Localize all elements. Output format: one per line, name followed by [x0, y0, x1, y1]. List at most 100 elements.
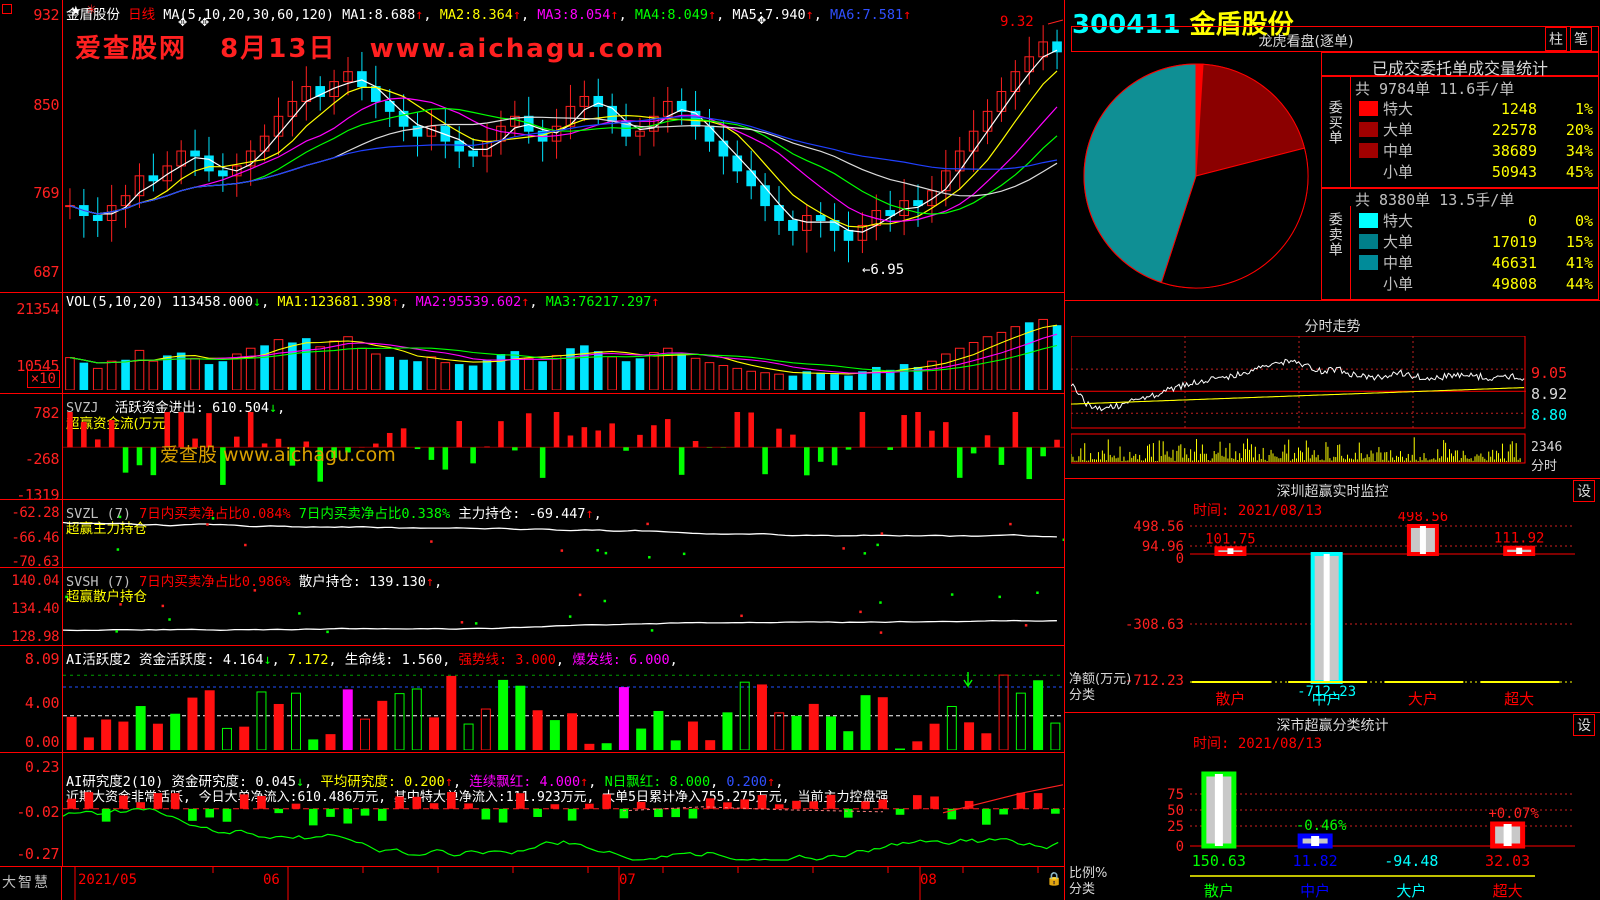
svg-text:超大: 超大: [1504, 690, 1534, 708]
intraday-low-label: 8.80: [1531, 406, 1568, 424]
intraday-divider: [1065, 300, 1600, 301]
aiyan-ytick-1: -0.02: [16, 803, 59, 821]
aiyan-commentary: 近期大资金非常活跃, 今日大单净流入:610.486万元, 其中特大单净流入:1…: [66, 790, 889, 805]
svzl-code: SVZL (7): [66, 506, 132, 522]
table-row[interactable]: 特大 0 0%: [1357, 210, 1595, 231]
aiyan-panel-divider: [0, 752, 1065, 753]
table-row[interactable]: 小单 49808 44%: [1357, 273, 1595, 294]
table-row[interactable]: 特大 1248 1%: [1357, 98, 1595, 119]
sell-count-2: 46631: [1491, 253, 1537, 272]
ma4-key: MA4:: [634, 7, 668, 23]
sell-count-0: 0: [1527, 211, 1537, 230]
intraday-axis-label: 分时: [1531, 459, 1558, 474]
kline-ma-label: MA(5,10,20,30,60,120): [163, 7, 334, 23]
volma3-value: 76217.297: [578, 294, 652, 310]
svsh-arrow: ↑: [425, 574, 435, 590]
lock-icon[interactable]: 🔒: [1046, 872, 1063, 887]
aihuo-chart[interactable]: [63, 660, 1064, 750]
svsh-chart[interactable]: [63, 574, 1064, 644]
aihuo-f3-label: 生命线:: [344, 652, 394, 668]
aiyan-chart[interactable]: [63, 756, 1064, 866]
aihuo-f2-value: 7.172: [287, 652, 329, 668]
ma2-arrow: ↑: [512, 7, 521, 23]
aiyan-f5-value: 0.200: [726, 774, 768, 790]
buy-label-3: 小单: [1383, 163, 1414, 181]
btn-bi[interactable]: 笔: [1570, 27, 1592, 51]
aihuo-f5-label: 爆发线:: [572, 652, 621, 668]
ma3-value: 8.054: [569, 7, 611, 23]
price-axis-column: 932 850 769 687 21354 10545 ×10 782 -268…: [0, 0, 62, 866]
monitor-settings-button[interactable]: 设: [1573, 480, 1595, 502]
buy-orders-table: 特大 1248 1% 大单 22578 20% 中单 38689 34% 小单 …: [1357, 98, 1595, 182]
svsh-header: SVSH (7) 7日内买卖净占比0.986% 散户持仓: 139.130↑,: [66, 574, 443, 590]
longhu-header-box: [1071, 26, 1599, 52]
svzj-value: 610.504: [212, 400, 269, 416]
svzl-chart[interactable]: [63, 505, 1064, 567]
sell-pct-2: 41%: [1565, 253, 1593, 272]
aiyan-f1-label: 资金研究度:: [171, 774, 248, 790]
svg-text:150.63: 150.63: [1192, 852, 1246, 870]
volume-chart[interactable]: [63, 310, 1064, 390]
vol-arrow: ↓: [252, 294, 262, 310]
svg-text:超大: 超大: [1493, 882, 1523, 900]
svzj-arrow: ↓: [268, 400, 278, 416]
monitor-axis-title: 净额(万元): [1069, 672, 1132, 687]
aiyan-ytick-0: 0.23: [24, 758, 60, 776]
svzl-header: SVZL (7) 7日内买卖净占比0.084% 7日内买卖净占比0.338% 主…: [66, 506, 602, 522]
aihuo-panel-divider: [0, 645, 1065, 646]
svg-text:+0.07%: +0.07%: [1488, 806, 1539, 822]
table-row[interactable]: 中单 38689 34%: [1357, 140, 1595, 161]
svsh-ytick-2: 128.98: [11, 629, 59, 645]
aiyan-f2-label: 平均研究度:: [320, 774, 397, 790]
table-row[interactable]: 小单 50943 45%: [1357, 161, 1595, 182]
star-icon[interactable]: ★: [70, 4, 82, 19]
table-row[interactable]: 中单 46631 41%: [1357, 252, 1595, 273]
ma2-value: 8.364: [472, 7, 513, 23]
ma6-arrow: ↑: [903, 7, 912, 23]
svzj-ytick-0: 782: [33, 404, 59, 422]
aihuo-f4-value: 3.000: [515, 652, 556, 668]
svg-text:32.03: 32.03: [1485, 852, 1530, 870]
sell-pct-1: 15%: [1565, 232, 1593, 251]
volma3-arrow: ↑: [651, 294, 660, 310]
svg-text:25: 25: [1167, 819, 1184, 835]
drag-handle-3-icon[interactable]: ✥: [757, 14, 767, 27]
buy-pct-1: 20%: [1565, 120, 1593, 139]
date-axis-line: [0, 866, 1065, 867]
buy-pct-2: 34%: [1565, 141, 1593, 160]
kline-period[interactable]: 日线: [128, 7, 156, 23]
order-pie-chart[interactable]: [1071, 52, 1321, 300]
classify-settings-button[interactable]: 设: [1573, 714, 1595, 736]
aiyan-header: AI研究度2(10) 资金研究度: 0.045↓, 平均研究度: 0.200↑,…: [66, 774, 784, 790]
orders-title: 已成交委托单成交量统计: [1371, 59, 1548, 78]
btn-zhu[interactable]: 柱: [1545, 27, 1567, 51]
svzl-seg1-value: 0.084%: [241, 506, 291, 522]
svzj-chart[interactable]: [63, 412, 1064, 496]
monitor-chart[interactable]: 498.56 94.960 -308.63 -712.23 101.75 散户 -712.2…: [1065, 512, 1600, 708]
buy-count-0: 1248: [1500, 99, 1537, 118]
kline-chart[interactable]: [63, 18, 1064, 288]
vol-title: VOL(5,10,20): [66, 294, 164, 310]
svg-text:-0.46%: -0.46%: [1296, 818, 1347, 834]
svg-text:75: 75: [1167, 787, 1184, 803]
drag-handle-1-icon[interactable]: ✥: [178, 16, 188, 29]
buy-count-1: 22578: [1491, 120, 1537, 139]
drag-handle-2-icon[interactable]: ✥: [200, 16, 210, 29]
table-row[interactable]: 大单 17019 15%: [1357, 231, 1595, 252]
sell-label-1: 大单: [1383, 233, 1414, 251]
svzj-code: SVZJ: [66, 400, 99, 416]
monitor-axis-sub: 分类: [1069, 688, 1096, 703]
vol-ytick-0: 21354: [16, 300, 59, 318]
aiyan-f4-label: N日飘红:: [604, 774, 662, 790]
classify-time: 时间: 2021/08/13: [1193, 736, 1323, 752]
svzl-main-label: 主力持仓:: [458, 506, 521, 522]
intraday-chart[interactable]: [1071, 336, 1526, 464]
aiyan-f5-arrow: ↑: [767, 774, 776, 790]
date-axis: [74, 866, 1039, 900]
classify-title: 深市超赢分类统计: [1276, 718, 1389, 734]
aihuo-f4-label: 强势线:: [458, 652, 508, 668]
alert-icon[interactable]: ✳: [86, 3, 97, 18]
sell-side-cell: [1321, 206, 1351, 300]
table-row[interactable]: 大单 22578 20%: [1357, 119, 1595, 140]
